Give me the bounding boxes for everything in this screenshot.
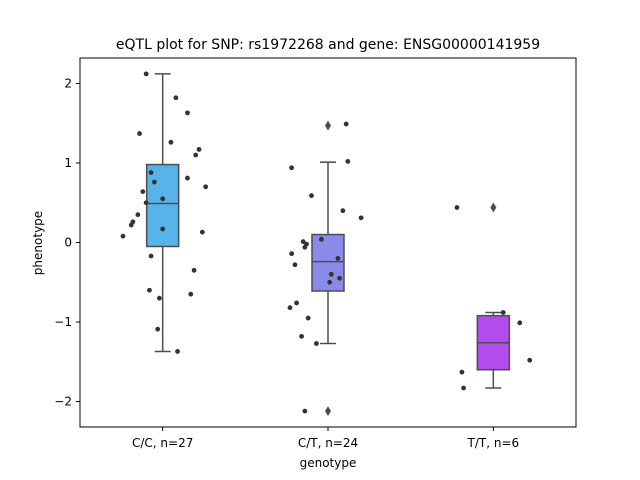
data-point	[120, 233, 126, 239]
data-point	[156, 295, 162, 301]
data-point	[188, 291, 194, 297]
data-point	[155, 326, 161, 332]
data-point	[175, 349, 180, 354]
data-point	[193, 152, 199, 158]
data-point	[137, 131, 142, 136]
data-point	[343, 121, 349, 127]
data-point	[328, 271, 334, 277]
y-tick-label: −2	[54, 395, 72, 409]
data-point	[185, 175, 190, 181]
data-point	[527, 357, 533, 363]
data-point	[147, 287, 152, 293]
data-point	[292, 262, 298, 268]
data-point	[289, 251, 295, 257]
data-point	[148, 253, 154, 259]
data-point	[173, 95, 179, 101]
y-axis-label: phenotype	[31, 211, 45, 275]
data-point	[459, 369, 465, 375]
y-tick-label: −1	[54, 315, 72, 329]
data-point	[302, 244, 308, 250]
data-point	[454, 205, 460, 210]
data-point	[335, 256, 341, 261]
data-point	[160, 226, 166, 232]
axes-frame	[79, 57, 577, 428]
plot-area	[120, 71, 533, 417]
data-point	[289, 165, 295, 171]
outlier-point	[490, 202, 497, 213]
data-point	[160, 196, 166, 202]
x-tick-label: C/T, n=24	[298, 436, 358, 450]
data-point	[191, 267, 197, 273]
y-tick-label: 0	[64, 236, 72, 250]
data-point	[337, 275, 342, 281]
x-tick-label: T/T, n=6	[467, 436, 520, 450]
data-point	[148, 170, 154, 175]
y-tick-label: 1	[64, 156, 72, 170]
data-point	[461, 385, 466, 391]
data-point	[196, 147, 202, 152]
data-point	[517, 320, 523, 326]
data-point	[287, 305, 293, 311]
data-point	[302, 408, 308, 414]
data-point	[309, 193, 314, 198]
box-iqr	[145, 163, 180, 248]
data-point	[500, 310, 506, 315]
x-axis-label: genotype	[300, 456, 357, 470]
data-point	[140, 189, 146, 195]
data-point	[185, 110, 190, 116]
data-point	[152, 179, 157, 185]
data-point	[327, 279, 333, 285]
data-point	[168, 139, 174, 145]
data-point	[299, 333, 304, 339]
data-point	[294, 300, 299, 306]
x-axis-ticks: C/C, n=27 C/T, n=24 T/T, n=6	[132, 427, 519, 450]
data-point	[135, 212, 141, 218]
chart-title: eQTL plot for SNP: rs1972268 and gene: E…	[116, 37, 540, 53]
outlier-point	[325, 406, 331, 417]
x-tick-label: C/C, n=27	[132, 436, 193, 450]
data-point	[199, 229, 205, 235]
data-point	[345, 158, 351, 164]
data-point	[340, 208, 346, 214]
data-point	[318, 236, 324, 242]
data-point	[203, 184, 209, 190]
data-point	[305, 315, 311, 321]
outlier-point	[325, 120, 331, 131]
data-point	[143, 200, 149, 206]
data-point	[300, 239, 306, 245]
data-point	[358, 215, 364, 221]
y-tick-label: 2	[64, 76, 72, 90]
data-point	[128, 222, 134, 228]
data-point	[314, 341, 319, 346]
data-point	[143, 71, 149, 77]
y-axis-ticks: −2 −1 0 1 2	[54, 76, 80, 409]
